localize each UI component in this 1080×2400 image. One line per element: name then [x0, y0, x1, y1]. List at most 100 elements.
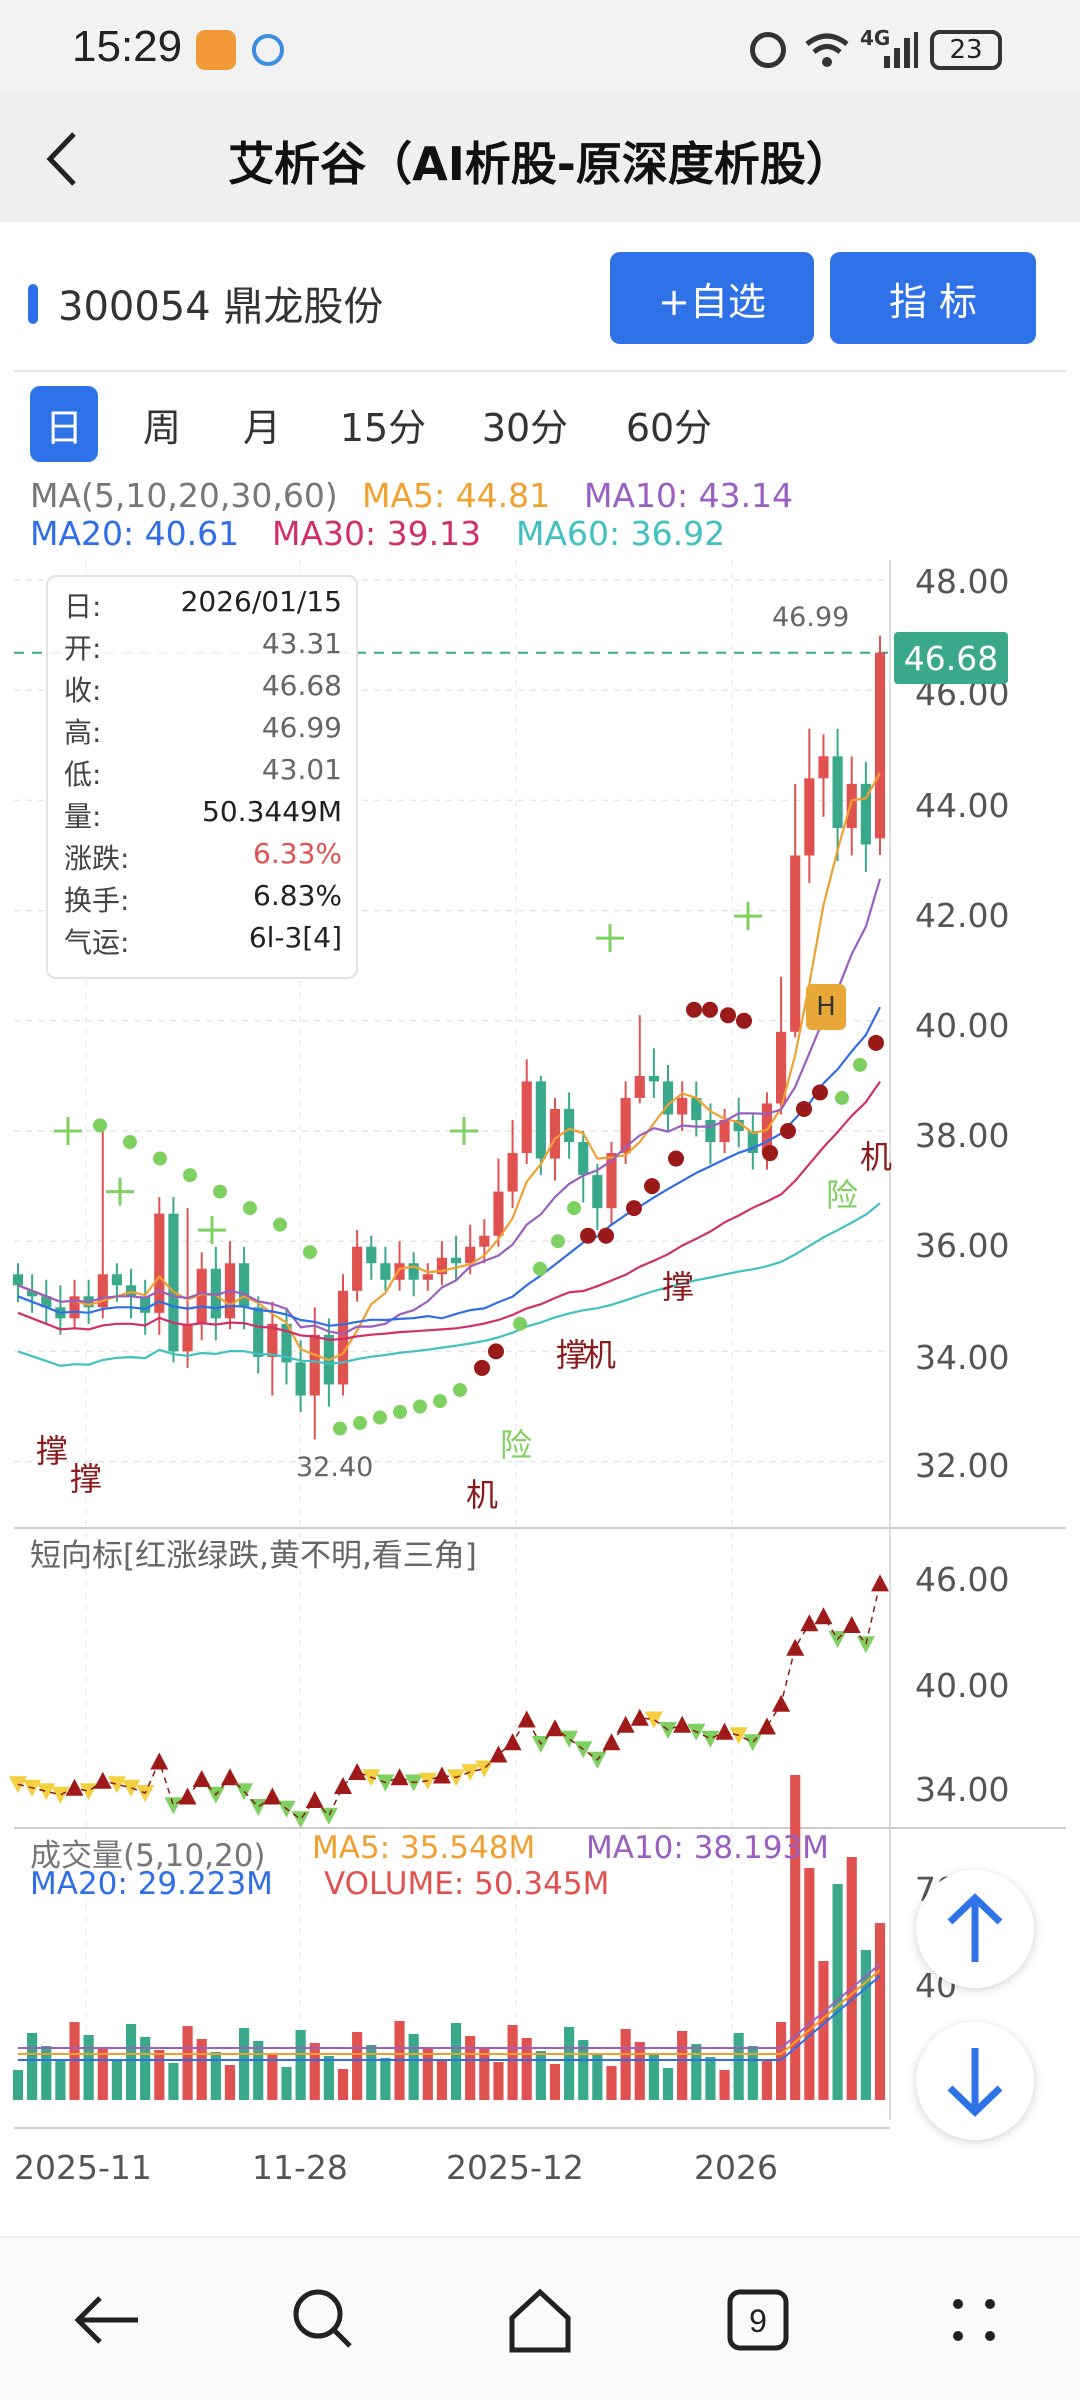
x-label: 2025-11: [14, 2148, 152, 2187]
signal-label: 机: [584, 1336, 617, 1374]
green-dot: [835, 1090, 849, 1105]
volume-legend-label: 成交量(5,10,20): [30, 1838, 266, 1874]
y-label: 36.00: [915, 1226, 1010, 1265]
y-label: 32.00: [915, 1446, 1010, 1485]
candle: [549, 1108, 561, 1159]
arrow-up-icon: [947, 1893, 1003, 1962]
trend-triangle: [122, 1779, 141, 1797]
red-dot: [812, 1084, 828, 1101]
candle: [140, 1296, 151, 1313]
back-button[interactable]: [36, 124, 96, 194]
info-row: 日: 2026/01/15: [64, 585, 342, 623]
trend-triangle: [814, 1607, 833, 1625]
green-dot: [153, 1151, 167, 1166]
red-dot: [474, 1359, 490, 1376]
candle: [239, 1263, 250, 1308]
bottom-navigation: 9: [0, 2236, 1080, 2400]
y-label: 38.00: [915, 1116, 1010, 1155]
tab-15min[interactable]: 15分: [339, 405, 427, 450]
status-bar: 15:29 4G 23: [0, 0, 1080, 92]
red-dot: [626, 1200, 642, 1217]
volume-bar: [41, 2046, 52, 2100]
candle: [578, 1142, 589, 1176]
signal-label: 险: [500, 1426, 533, 1464]
signal-icon: [870, 30, 918, 70]
nav-search-button[interactable]: [284, 2280, 364, 2360]
plus-marker: [198, 1216, 226, 1245]
green-dot: [353, 1416, 367, 1431]
volume-bar: [422, 2047, 433, 2100]
volume-bar: [549, 2064, 561, 2100]
tab-week[interactable]: 周: [142, 405, 181, 450]
candle: [154, 1213, 165, 1313]
volume-bar: [818, 1961, 829, 2100]
grid-menu-icon: [953, 2299, 995, 2341]
candle: [592, 1175, 603, 1209]
candle: [352, 1246, 363, 1291]
x-label: 2026: [694, 2148, 778, 2187]
ma10-legend: MA10: 43.14: [584, 476, 794, 515]
candle: [337, 1290, 349, 1385]
short-y-label: 40.00: [915, 1666, 1010, 1705]
nav-back-button[interactable]: [68, 2280, 148, 2360]
nav-tabs-button[interactable]: 9: [718, 2280, 798, 2360]
volume-value: VOLUME: 50.345M: [324, 1866, 610, 1902]
info-row: 涨跌: 6.33%: [64, 837, 342, 875]
candle: [97, 1274, 108, 1308]
x-label: 11-28: [252, 2148, 348, 2187]
candle: [860, 783, 871, 845]
trend-triangle: [51, 1786, 70, 1804]
trend-triangle: [348, 1763, 367, 1780]
x-label: 2025-12: [446, 2148, 584, 2187]
nav-home-button[interactable]: [500, 2280, 580, 2360]
candle: [366, 1246, 377, 1264]
plus-marker: [450, 1117, 478, 1145]
volume-bar: [874, 1923, 886, 2100]
volume-bar: [606, 2066, 617, 2100]
volume-bar: [281, 2067, 292, 2100]
nav-menu-button[interactable]: [934, 2280, 1014, 2360]
candle: [719, 1119, 730, 1143]
add-watchlist-button[interactable]: +自选: [610, 252, 814, 344]
candle: [380, 1263, 391, 1280]
candle: [775, 1031, 787, 1104]
candle: [253, 1307, 264, 1357]
tab-day[interactable]: 日: [30, 386, 98, 462]
volume-bar: [677, 2031, 688, 2100]
signal-label: 撑: [36, 1432, 69, 1470]
red-dot: [780, 1123, 796, 1139]
ma5-line: [17, 772, 881, 1362]
tab-30min[interactable]: 30分: [481, 405, 569, 450]
green-dot: [93, 1118, 107, 1133]
volume-bar: [535, 2051, 546, 2100]
volume-bar: [140, 2037, 151, 2100]
tab-60min[interactable]: 60分: [625, 405, 713, 450]
signal-label: 机: [860, 1138, 893, 1176]
svg-text:9: 9: [749, 2303, 767, 2339]
volume-bar: [366, 2045, 377, 2100]
red-dot: [580, 1227, 596, 1244]
volume-bar: [620, 2029, 631, 2100]
volume-bar: [295, 2030, 306, 2100]
y-label: 48.00: [915, 562, 1010, 601]
scroll-up-button[interactable]: [916, 1870, 1034, 1988]
trend-triangle: [856, 1636, 875, 1654]
volume-bar: [747, 2046, 758, 2100]
y-label: 40.00: [915, 1006, 1010, 1045]
volume-bar: [493, 2062, 504, 2100]
scroll-down-button[interactable]: [916, 2022, 1034, 2140]
signal-label: 撑: [70, 1460, 103, 1498]
h-badge: H: [806, 984, 846, 1030]
short-y-label: 34.00: [915, 1770, 1010, 1809]
volume-bar: [210, 2052, 221, 2100]
volume-ma10: MA10: 38.193M: [586, 1830, 829, 1866]
candle: [27, 1290, 38, 1297]
home-icon: [509, 2288, 571, 2353]
candle: [12, 1274, 24, 1286]
tab-month[interactable]: 月: [242, 405, 281, 450]
indicator-button[interactable]: 指 标: [830, 252, 1036, 344]
candle: [281, 1323, 292, 1363]
info-row: 量: 50.3449M: [64, 795, 342, 833]
candle: [493, 1191, 504, 1236]
volume-bar: [27, 2033, 38, 2100]
